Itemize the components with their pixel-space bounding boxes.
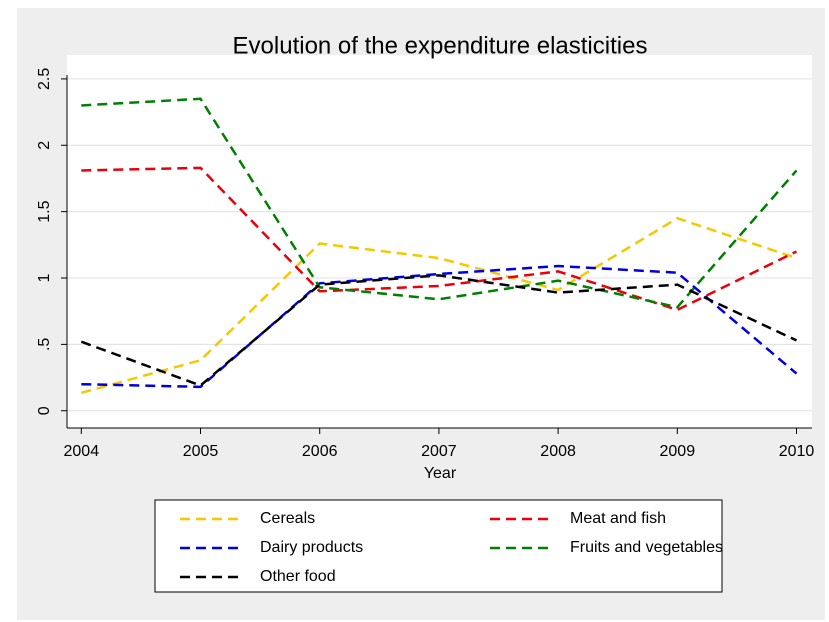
series-line (81, 264, 798, 389)
x-tick-label: 2006 (302, 443, 338, 460)
series-line (80, 216, 797, 395)
y-tick-label: 2.5 (36, 68, 53, 90)
x-tick-label: 2007 (421, 443, 457, 460)
legend-label: Cereals (260, 510, 315, 527)
x-tick-label: 2005 (183, 443, 219, 460)
x-tick-label: 2008 (540, 443, 576, 460)
x-tick-label: 2009 (660, 443, 696, 460)
chart-title: Evolution of the expenditure elasticitie… (233, 32, 648, 59)
legend-label: Meat and fish (570, 510, 666, 527)
legend-label: Dairy products (260, 539, 363, 556)
plot-area (67, 55, 812, 428)
x-tick-label: 2010 (779, 443, 815, 460)
series-line (81, 166, 798, 312)
y-tick-label: 1.5 (36, 200, 53, 222)
series-line (81, 97, 798, 309)
legend-label: Fruits and vegetables (570, 539, 723, 556)
x-axis-title: Year (424, 465, 457, 482)
x-tick-label: 2004 (64, 443, 100, 460)
y-tick-label: 2 (36, 141, 53, 150)
y-tick-label: .5 (36, 338, 53, 351)
legend-label: Other food (260, 568, 336, 585)
series-line (80, 274, 798, 387)
y-tick-label: 0 (36, 406, 53, 415)
legend (154, 499, 723, 593)
y-tick-label: 1 (36, 273, 53, 282)
